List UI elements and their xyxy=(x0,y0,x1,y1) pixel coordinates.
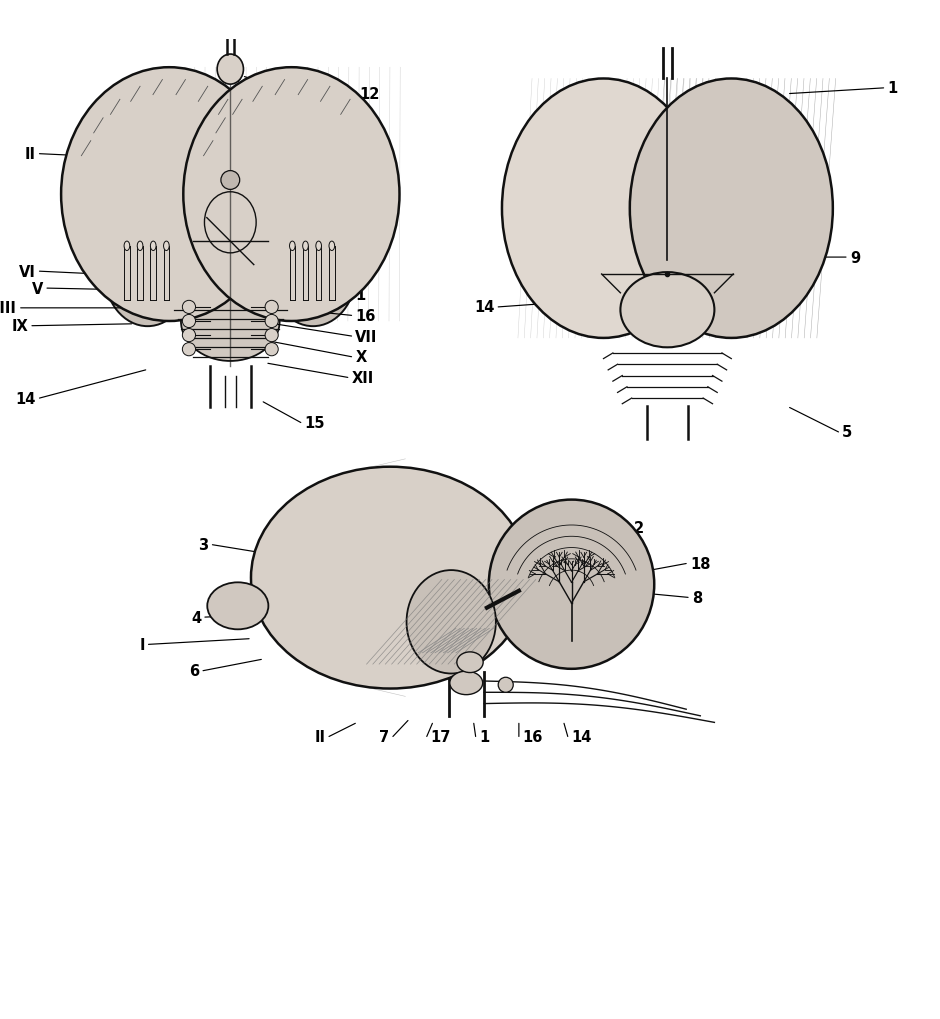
Circle shape xyxy=(265,315,278,328)
Ellipse shape xyxy=(270,219,356,327)
Ellipse shape xyxy=(489,500,654,669)
Text: 12: 12 xyxy=(359,87,380,102)
Text: IX: IX xyxy=(11,319,28,334)
Ellipse shape xyxy=(620,273,714,347)
Ellipse shape xyxy=(205,193,256,254)
Text: 11: 11 xyxy=(344,523,365,538)
Text: 16: 16 xyxy=(523,730,543,744)
Text: V: V xyxy=(32,281,43,297)
Text: 16: 16 xyxy=(355,309,376,324)
Circle shape xyxy=(182,329,196,342)
Ellipse shape xyxy=(124,242,130,252)
Text: 9: 9 xyxy=(850,251,860,265)
Text: VI: VI xyxy=(19,264,36,279)
Text: 5: 5 xyxy=(842,425,853,440)
Ellipse shape xyxy=(502,79,705,338)
Text: 9: 9 xyxy=(431,514,442,528)
Text: 14: 14 xyxy=(572,730,592,744)
Ellipse shape xyxy=(61,68,277,322)
Ellipse shape xyxy=(457,652,483,673)
Ellipse shape xyxy=(290,242,295,252)
Ellipse shape xyxy=(303,242,308,252)
Text: 3: 3 xyxy=(198,538,209,552)
Circle shape xyxy=(182,315,196,328)
Text: II: II xyxy=(314,730,325,744)
Text: 17: 17 xyxy=(431,730,451,744)
Circle shape xyxy=(498,678,513,693)
Circle shape xyxy=(265,301,278,314)
Text: 7: 7 xyxy=(379,730,389,744)
Text: 2: 2 xyxy=(634,521,644,536)
Text: 1: 1 xyxy=(479,730,490,744)
Text: VII: VII xyxy=(355,329,378,344)
Ellipse shape xyxy=(137,242,143,252)
Ellipse shape xyxy=(450,672,483,695)
Circle shape xyxy=(182,301,196,314)
Text: II: II xyxy=(24,147,36,162)
Ellipse shape xyxy=(104,219,191,327)
Text: IV: IV xyxy=(359,171,376,186)
Text: 1: 1 xyxy=(355,288,366,303)
Text: 8: 8 xyxy=(692,590,702,605)
Circle shape xyxy=(221,171,240,191)
Text: 6: 6 xyxy=(359,109,369,123)
Ellipse shape xyxy=(329,242,335,252)
Ellipse shape xyxy=(217,55,243,85)
Text: 6: 6 xyxy=(189,663,199,679)
Circle shape xyxy=(182,343,196,357)
Text: 15: 15 xyxy=(305,416,325,431)
Text: I: I xyxy=(139,637,145,652)
Ellipse shape xyxy=(183,68,400,322)
Text: 18: 18 xyxy=(690,556,711,572)
Text: III: III xyxy=(359,151,376,166)
Ellipse shape xyxy=(251,468,529,689)
Text: X: X xyxy=(355,350,367,365)
Ellipse shape xyxy=(630,79,833,338)
Ellipse shape xyxy=(180,282,280,362)
Text: 19: 19 xyxy=(359,130,380,145)
Text: 13: 13 xyxy=(355,265,376,280)
Text: 4: 4 xyxy=(191,610,201,625)
Text: VIII: VIII xyxy=(0,301,17,316)
Ellipse shape xyxy=(316,242,321,252)
Text: 14: 14 xyxy=(15,391,36,407)
Ellipse shape xyxy=(164,242,169,252)
Text: XII: XII xyxy=(352,371,374,385)
Text: 1: 1 xyxy=(887,82,898,96)
Circle shape xyxy=(265,329,278,342)
Ellipse shape xyxy=(207,583,269,630)
Text: 14: 14 xyxy=(474,301,494,315)
Text: 4: 4 xyxy=(230,70,241,85)
Circle shape xyxy=(265,343,278,357)
Ellipse shape xyxy=(150,242,156,252)
Ellipse shape xyxy=(406,571,496,674)
